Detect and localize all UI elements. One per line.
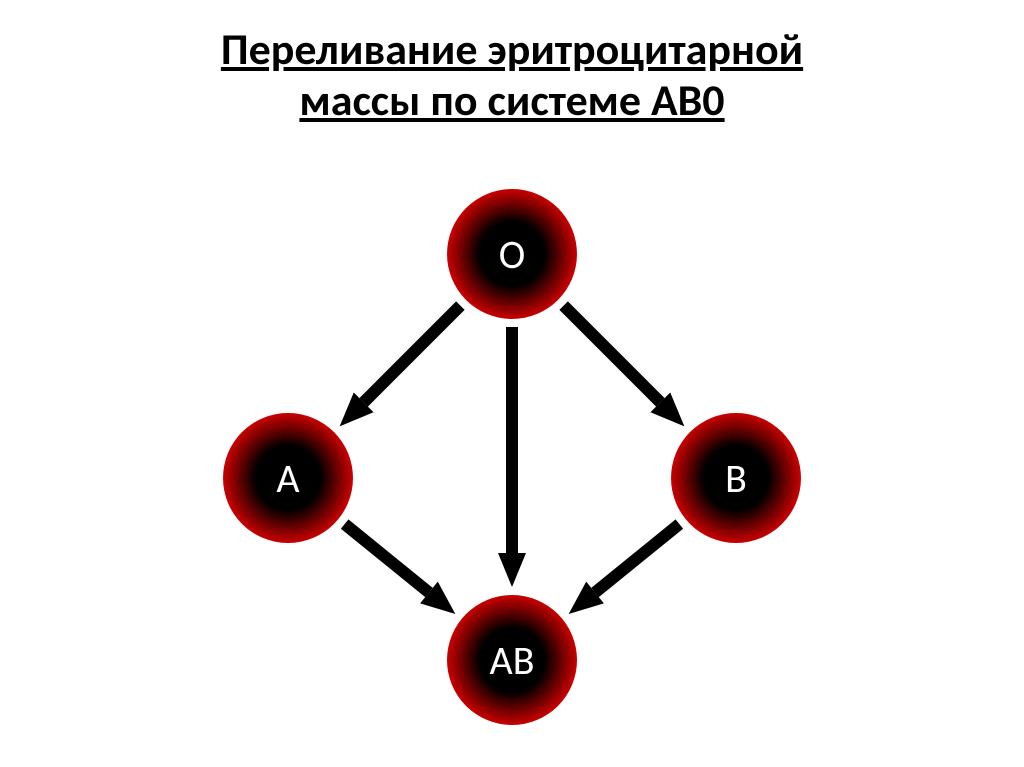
slide: Переливание эритроцитарной массы по сист…: [0, 0, 1024, 767]
slide-title: Переливание эритроцитарной массы по сист…: [0, 24, 1024, 125]
node-ab: AB: [447, 595, 577, 725]
arrow-shaft: [364, 306, 461, 403]
node-label: AB: [490, 636, 535, 685]
node-b: B: [671, 413, 801, 543]
arrow-shaft: [345, 524, 429, 592]
title-line-1: Переливание эритроцитарной: [221, 22, 803, 76]
arrow-shaft: [595, 524, 679, 592]
arrow-head: [569, 582, 604, 614]
arrow-head: [420, 582, 455, 614]
arrow-shaft: [564, 306, 661, 403]
arrow-head: [498, 553, 526, 587]
arrow-head: [340, 392, 374, 426]
node-label: B: [725, 454, 747, 503]
arrow-head: [650, 392, 684, 426]
node-label: A: [276, 454, 299, 503]
node-a: A: [223, 413, 353, 543]
node-label: O: [499, 230, 525, 279]
node-o: O: [447, 189, 577, 319]
title-line-2: массы по системе АВ0: [299, 73, 724, 127]
